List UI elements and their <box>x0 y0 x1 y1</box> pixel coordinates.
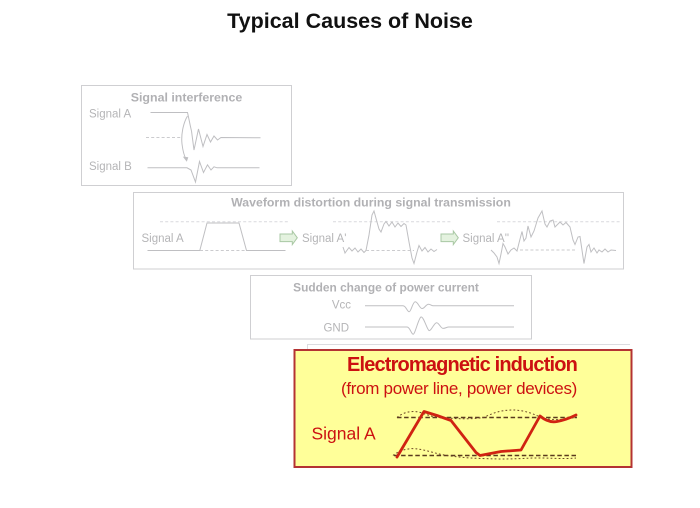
svg-text:(from power line, power device: (from power line, power devices) <box>341 379 577 398</box>
svg-text:Signal A: Signal A <box>142 233 185 245</box>
svg-text:Vcc: Vcc <box>332 300 351 312</box>
svg-text:Signal B: Signal B <box>89 161 132 173</box>
svg-text:Waveform distortion during sig: Waveform distortion during signal transm… <box>231 196 511 210</box>
svg-text:Typical Causes of Noise: Typical Causes of Noise <box>227 9 473 33</box>
svg-text:Signal A': Signal A' <box>302 233 346 245</box>
svg-text:GND: GND <box>323 323 349 335</box>
svg-text:Signal interference: Signal interference <box>131 91 243 105</box>
svg-text:Electromagnetic induction: Electromagnetic induction <box>347 354 577 376</box>
svg-text:Signal A'': Signal A'' <box>463 233 510 245</box>
svg-text:Signal A: Signal A <box>89 109 132 121</box>
svg-text:Sudden change of power current: Sudden change of power current <box>293 281 479 295</box>
svg-text:Signal A: Signal A <box>312 424 377 444</box>
